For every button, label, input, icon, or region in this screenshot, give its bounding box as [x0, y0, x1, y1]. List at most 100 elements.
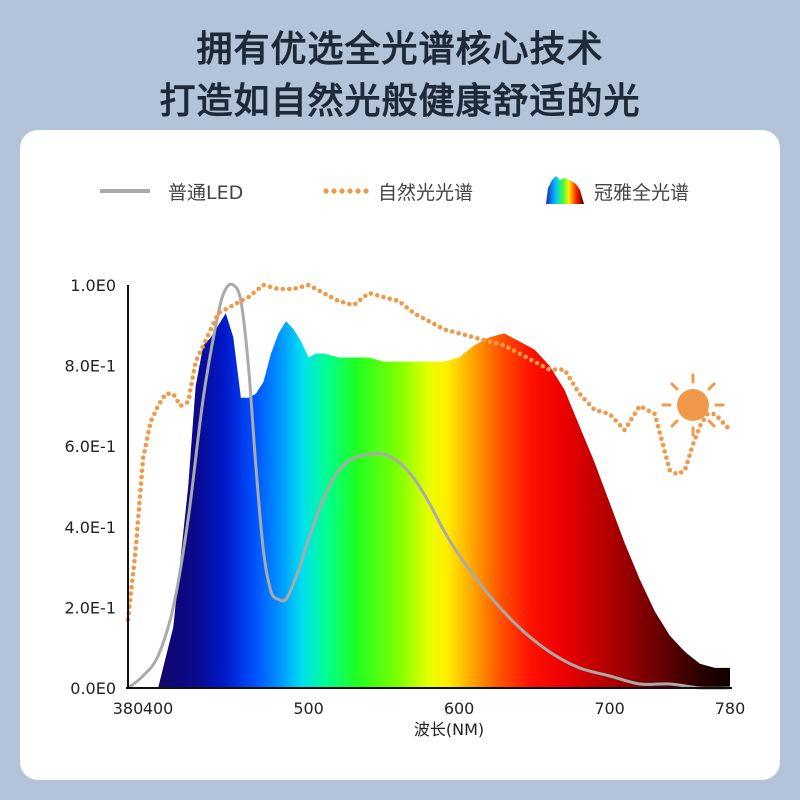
legend-dot [323, 188, 329, 194]
natural-light-dot [711, 411, 716, 417]
natural-light-dot [685, 459, 690, 465]
natural-light-dot [687, 453, 692, 459]
natural-light-dot [267, 284, 273, 290]
natural-light-dot [517, 351, 523, 357]
natural-light-dot [217, 310, 223, 315]
natural-light-dot [353, 301, 358, 307]
natural-light-dot [246, 294, 251, 300]
natural-light-dot [652, 411, 657, 417]
y-tick-labels: 0.0E0 2.0E-1 4.0E-1 6.0E-1 8.0E-1 1.0E0 [64, 276, 116, 698]
x-tick-labels: 380 400 500 600 700 780 [113, 699, 746, 718]
natural-light-dot [280, 286, 286, 292]
natural-light-dot [363, 293, 368, 299]
natural-light-dot [311, 285, 317, 291]
natural-light-dot [552, 367, 558, 372]
natural-light-dot [567, 375, 572, 381]
natural-light-dot [691, 441, 696, 446]
natural-light-dot [387, 296, 393, 302]
natural-light-dot [546, 366, 551, 372]
natural-light-dot [657, 430, 662, 435]
natural-light-dot [468, 334, 474, 339]
natural-light-dot [574, 386, 579, 392]
natural-light-dot [205, 332, 211, 338]
natural-light-dot [500, 342, 505, 348]
natural-light-dot [146, 430, 151, 435]
natural-light-dot [137, 500, 142, 506]
natural-light-dot [437, 324, 443, 330]
natural-light-dot [636, 405, 641, 411]
natural-light-dot [665, 461, 671, 467]
natural-light-dot [529, 357, 534, 363]
natural-light-dot [511, 348, 517, 354]
led-spectrum-line [127, 282, 731, 690]
natural-light-dot [426, 318, 432, 324]
natural-light-dot [667, 467, 673, 473]
natural-light-dot [194, 356, 200, 362]
natural-light-dot [200, 344, 205, 350]
natural-light-dot [184, 400, 190, 405]
natural-light-dot [186, 394, 192, 400]
natural-light-dot [234, 300, 240, 306]
led-line-layer [127, 282, 731, 690]
legend-spectrum-swatch-icon [546, 176, 584, 204]
natural-light-dot [135, 520, 141, 525]
natural-light-dot [158, 400, 163, 405]
natural-light-dot [443, 327, 449, 333]
natural-light-dot [540, 363, 546, 369]
x-tick-label: 380 [113, 699, 144, 718]
headline-line-1: 拥有优选全光谱核心技术 [196, 29, 604, 70]
natural-light-dot [646, 408, 652, 414]
natural-light-dot [149, 417, 154, 423]
natural-light-dot [214, 315, 219, 320]
natural-light-dot [660, 442, 666, 448]
y-tick-label: 6.0E-1 [64, 437, 116, 456]
natural-light-dot [603, 410, 608, 416]
natural-light-dot [191, 368, 197, 374]
natural-light-dot [534, 360, 540, 366]
natural-light-dot [456, 330, 461, 336]
natural-light-dot [229, 303, 234, 309]
natural-light-dot [323, 291, 328, 297]
natural-light-dot [142, 449, 147, 454]
natural-light-dot [175, 398, 180, 404]
natural-light-dot [632, 411, 638, 417]
natural-light-dot [564, 370, 569, 375]
natural-light-dot [171, 393, 177, 398]
natural-light-dot [152, 411, 157, 417]
natural-light-dot [132, 552, 138, 558]
legend-led-label: 普通LED [168, 182, 243, 204]
natural-light-dot [701, 417, 707, 423]
natural-light-dot [673, 471, 678, 476]
legend-dot [339, 188, 345, 194]
natural-light-dot [138, 481, 144, 486]
natural-light-dot [481, 337, 487, 343]
natural-light-dot [725, 424, 730, 430]
natural-light-dot [203, 338, 208, 344]
natural-light-dot [261, 282, 267, 288]
natural-light-dot [133, 546, 138, 551]
natural-light-dot [570, 381, 576, 386]
natural-light-dot [137, 494, 143, 499]
natural-light-dot [654, 417, 659, 423]
natural-light-dot [698, 423, 703, 428]
natural-light-dot [306, 282, 311, 288]
natural-light-dot [240, 297, 246, 303]
natural-light-dot [655, 424, 661, 429]
natural-light-dot [689, 447, 694, 452]
sun-icon [661, 373, 725, 437]
natural-light-dot [409, 309, 415, 314]
natural-light-dot [420, 315, 426, 321]
natural-light-dot [368, 291, 374, 296]
natural-light-dot [374, 293, 380, 298]
headline-line-2: 打造如自然光般健康舒适的光 [159, 81, 641, 122]
natural-light-dot [404, 305, 410, 310]
natural-light-dot [256, 286, 262, 292]
y-tick-label: 0.0E0 [70, 679, 116, 698]
natural-light-dot [287, 286, 292, 292]
natural-light-dot [161, 394, 167, 400]
natural-light-dot [487, 339, 493, 344]
natural-light-dot [695, 429, 701, 434]
natural-light-dot [128, 591, 134, 596]
natural-light-dot [693, 435, 698, 440]
natural-light-dot [494, 341, 499, 346]
